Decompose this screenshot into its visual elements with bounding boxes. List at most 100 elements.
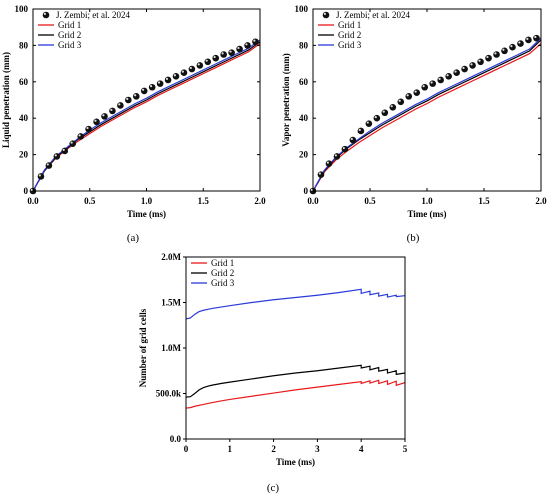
- marker-ball: [244, 42, 251, 49]
- y-tick-label: 0: [304, 186, 309, 196]
- marker-highlight: [205, 59, 208, 62]
- marker-ball: [101, 113, 108, 120]
- x-axis-label: Time (ms): [127, 209, 166, 219]
- reference-point: [164, 76, 172, 84]
- marker-ball: [42, 11, 50, 19]
- marker-ball: [509, 43, 516, 51]
- reference-point: [381, 109, 389, 117]
- marker-highlight: [334, 154, 337, 157]
- reference-point: [373, 114, 381, 122]
- marker-ball: [61, 147, 69, 155]
- marker-highlight: [102, 114, 105, 117]
- marker-highlight: [253, 39, 256, 42]
- y-tick-label: 80: [19, 40, 29, 50]
- series-line-grid-3: [186, 288, 405, 320]
- reference-point: [421, 83, 429, 91]
- reference-point: [37, 173, 45, 180]
- marker-ball: [365, 120, 373, 127]
- reference-point: [53, 153, 61, 160]
- y-tick-label: 0: [24, 186, 29, 196]
- x-tick-label: 0: [184, 444, 189, 454]
- marker-highlight: [390, 105, 393, 108]
- reference-point: [45, 162, 53, 169]
- x-tick-label: 2.0: [535, 196, 547, 206]
- reference-point: [252, 38, 259, 46]
- marker-highlight: [470, 63, 473, 66]
- y-tick-label: 2.0M: [161, 252, 181, 262]
- marker-highlight: [454, 70, 457, 73]
- chart-panel-1: 0.0 0.5 1.0 1.5 2.0 0 20 40 60 80 100 Time (ms) Liqu…: [1, 4, 266, 244]
- reference-point: [220, 51, 227, 58]
- marker-highlight: [326, 161, 329, 164]
- marker-ball: [413, 89, 421, 97]
- reference-point: [61, 147, 69, 155]
- marker-ball: [317, 171, 325, 178]
- x-tick-label: 0.0: [307, 196, 319, 206]
- marker-highlight: [318, 172, 321, 175]
- reference-point: [148, 83, 156, 91]
- legend-label: Grid 3: [58, 40, 82, 50]
- marker-ball: [93, 118, 100, 126]
- marker-ball: [69, 140, 77, 147]
- marker-highlight: [486, 55, 489, 59]
- marker-highlight: [165, 77, 169, 80]
- marker-ball: [477, 58, 484, 66]
- marker-highlight: [358, 128, 361, 131]
- marker-ball: [148, 83, 156, 91]
- marker-highlight: [110, 108, 113, 111]
- marker-highlight: [323, 12, 326, 15]
- reference-point: [244, 42, 251, 49]
- reference-point: [477, 58, 484, 66]
- series-lines: [33, 39, 260, 191]
- marker-ball: [53, 153, 61, 160]
- marker-highlight: [414, 90, 417, 93]
- reference-point: [525, 36, 532, 44]
- marker-ball: [517, 40, 524, 47]
- marker-highlight: [237, 46, 240, 50]
- marker-ball: [85, 125, 92, 133]
- marker-ball: [389, 103, 397, 111]
- reference-point: [156, 80, 164, 87]
- marker-highlight: [118, 103, 121, 106]
- series-line-grid-2: [313, 39, 541, 191]
- marker-highlight: [366, 121, 369, 124]
- reference-point: [341, 145, 349, 153]
- marker-highlight: [221, 52, 224, 55]
- reference-point: [101, 113, 108, 120]
- marker-highlight: [86, 126, 89, 130]
- reference-point: [77, 133, 84, 140]
- x-tick-label: 1.5: [198, 196, 210, 206]
- reference-point: [325, 160, 333, 167]
- marker-ball: [117, 102, 124, 109]
- reference-point: [132, 93, 140, 100]
- series-line-grid-3: [313, 37, 541, 191]
- legend-label: J. Zembi; et al. 2024: [56, 10, 130, 20]
- marker-highlight: [438, 77, 441, 80]
- x-tick-label: 0.5: [84, 196, 96, 206]
- reference-point: [69, 140, 77, 147]
- series-line-grid-1: [186, 379, 405, 409]
- marker-ball: [236, 45, 243, 53]
- marker-ball: [125, 96, 132, 104]
- marker-highlight: [398, 99, 401, 102]
- marker-highlight: [181, 70, 184, 73]
- marker-ball: [469, 62, 476, 69]
- marker-highlight: [526, 37, 529, 40]
- reference-point: [236, 45, 243, 53]
- reference-point: [125, 96, 132, 104]
- marker-ball: [333, 153, 341, 160]
- marker-ball: [164, 76, 172, 84]
- marker-highlight: [54, 154, 57, 157]
- x-tick-label: 5: [403, 444, 408, 454]
- reference-point: [493, 51, 500, 58]
- reference-point: [228, 49, 235, 56]
- marker-ball: [429, 80, 437, 87]
- reference-point: [172, 73, 180, 80]
- legend-label: Grid 2: [338, 30, 361, 40]
- y-tick-label: 100: [295, 4, 309, 14]
- marker-ball: [204, 58, 212, 66]
- marker-ball: [109, 107, 116, 115]
- reference-point: [405, 93, 413, 100]
